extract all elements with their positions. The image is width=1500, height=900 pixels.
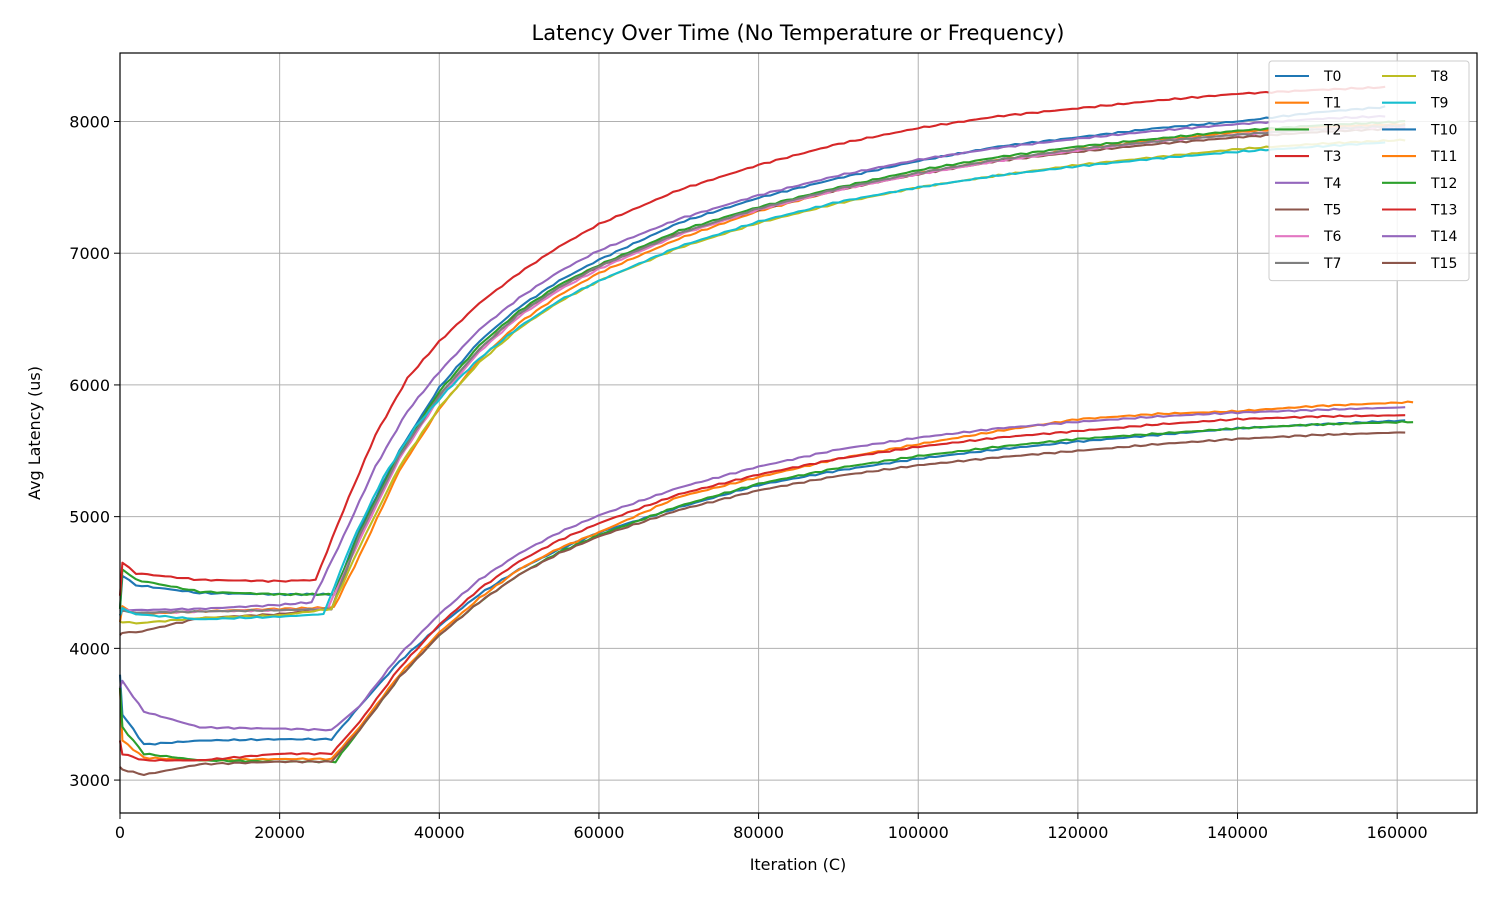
series-line-t4	[119, 114, 1386, 613]
legend-label: T14	[1430, 229, 1457, 245]
series-line-t3	[118, 85, 1386, 596]
series-line-t11	[118, 400, 1414, 762]
legend-item-t11: T11	[1382, 149, 1457, 165]
x-tick-label: 120000	[1047, 823, 1108, 842]
y-tick-label: 7000	[69, 244, 110, 263]
legend-label: T5	[1323, 203, 1341, 219]
legend-item-t6: T6	[1275, 229, 1342, 245]
legend-item-t9: T9	[1382, 96, 1448, 112]
legend-item-t3: T3	[1275, 149, 1341, 165]
legend-label: T9	[1430, 96, 1448, 112]
x-tick-label: 60000	[573, 823, 624, 842]
x-tick-label: 100000	[888, 823, 949, 842]
legend-label: T7	[1323, 256, 1341, 272]
x-tick-label: 160000	[1367, 823, 1428, 842]
legend-item-t12: T12	[1382, 176, 1457, 192]
series-line-t8	[119, 138, 1406, 625]
y-tick-label: 8000	[69, 112, 110, 131]
legend-item-t7: T7	[1275, 256, 1341, 272]
legend-label: T15	[1430, 256, 1457, 272]
legend-label: T2	[1323, 122, 1341, 138]
legend-label: T13	[1430, 203, 1457, 219]
x-tick-label: 20000	[254, 823, 305, 842]
x-tick-label: 40000	[414, 823, 465, 842]
plot-frame	[119, 52, 1478, 814]
legend-label: T11	[1430, 149, 1457, 165]
y-axis: 3000 4000 5000 6000 7000 8000	[69, 112, 120, 790]
legend-item-t13: T13	[1382, 203, 1457, 219]
series-line-t13	[118, 414, 1406, 762]
y-tick-label: 3000	[69, 771, 110, 790]
y-tick-label: 5000	[69, 508, 110, 527]
legend: T0 T1 T2 T3 T4 T5 T6 T7 T8 T9 T10 T11 T12 T13 T14 T15	[1268, 60, 1470, 282]
legend-item-t14: T14	[1382, 229, 1457, 245]
legend-label: T1	[1323, 96, 1341, 112]
legend-label: T0	[1323, 69, 1341, 85]
legend-item-t5: T5	[1275, 203, 1341, 219]
chart-title: Latency Over Time (No Temperature or Fre…	[532, 21, 1065, 45]
legend-label: T12	[1430, 176, 1457, 192]
y-axis-title: Avg Latency (us)	[25, 366, 44, 500]
series-line-t14	[118, 406, 1406, 732]
x-tick-label: 140000	[1207, 823, 1268, 842]
legend-item-t4: T4	[1275, 176, 1342, 192]
x-tick-label: 80000	[733, 823, 784, 842]
legend-label: T8	[1430, 69, 1448, 85]
series-line-t9	[119, 141, 1386, 621]
legend-label: T4	[1323, 176, 1342, 192]
plot-area	[118, 85, 1414, 777]
y-tick-label: 4000	[69, 639, 110, 658]
legend-label: T10	[1430, 122, 1457, 138]
legend-item-t10: T10	[1382, 122, 1457, 138]
series-line-t15	[119, 431, 1406, 777]
legend-item-t2: T2	[1275, 122, 1341, 138]
x-tick-label: 0	[115, 823, 125, 842]
x-axis-title: Iteration (C)	[750, 855, 847, 874]
legend-item-t1: T1	[1275, 96, 1341, 112]
legend-item-t8: T8	[1382, 69, 1448, 85]
legend-box	[1268, 60, 1470, 282]
legend-item-t0: T0	[1275, 69, 1341, 85]
legend-label: T6	[1323, 229, 1342, 245]
legend-label: T3	[1323, 149, 1341, 165]
x-axis: 0 20000 40000 60000 80000 100000 120000 140000 1…	[115, 813, 1428, 842]
y-tick-label: 6000	[69, 376, 110, 395]
legend-item-t15: T15	[1382, 256, 1457, 272]
